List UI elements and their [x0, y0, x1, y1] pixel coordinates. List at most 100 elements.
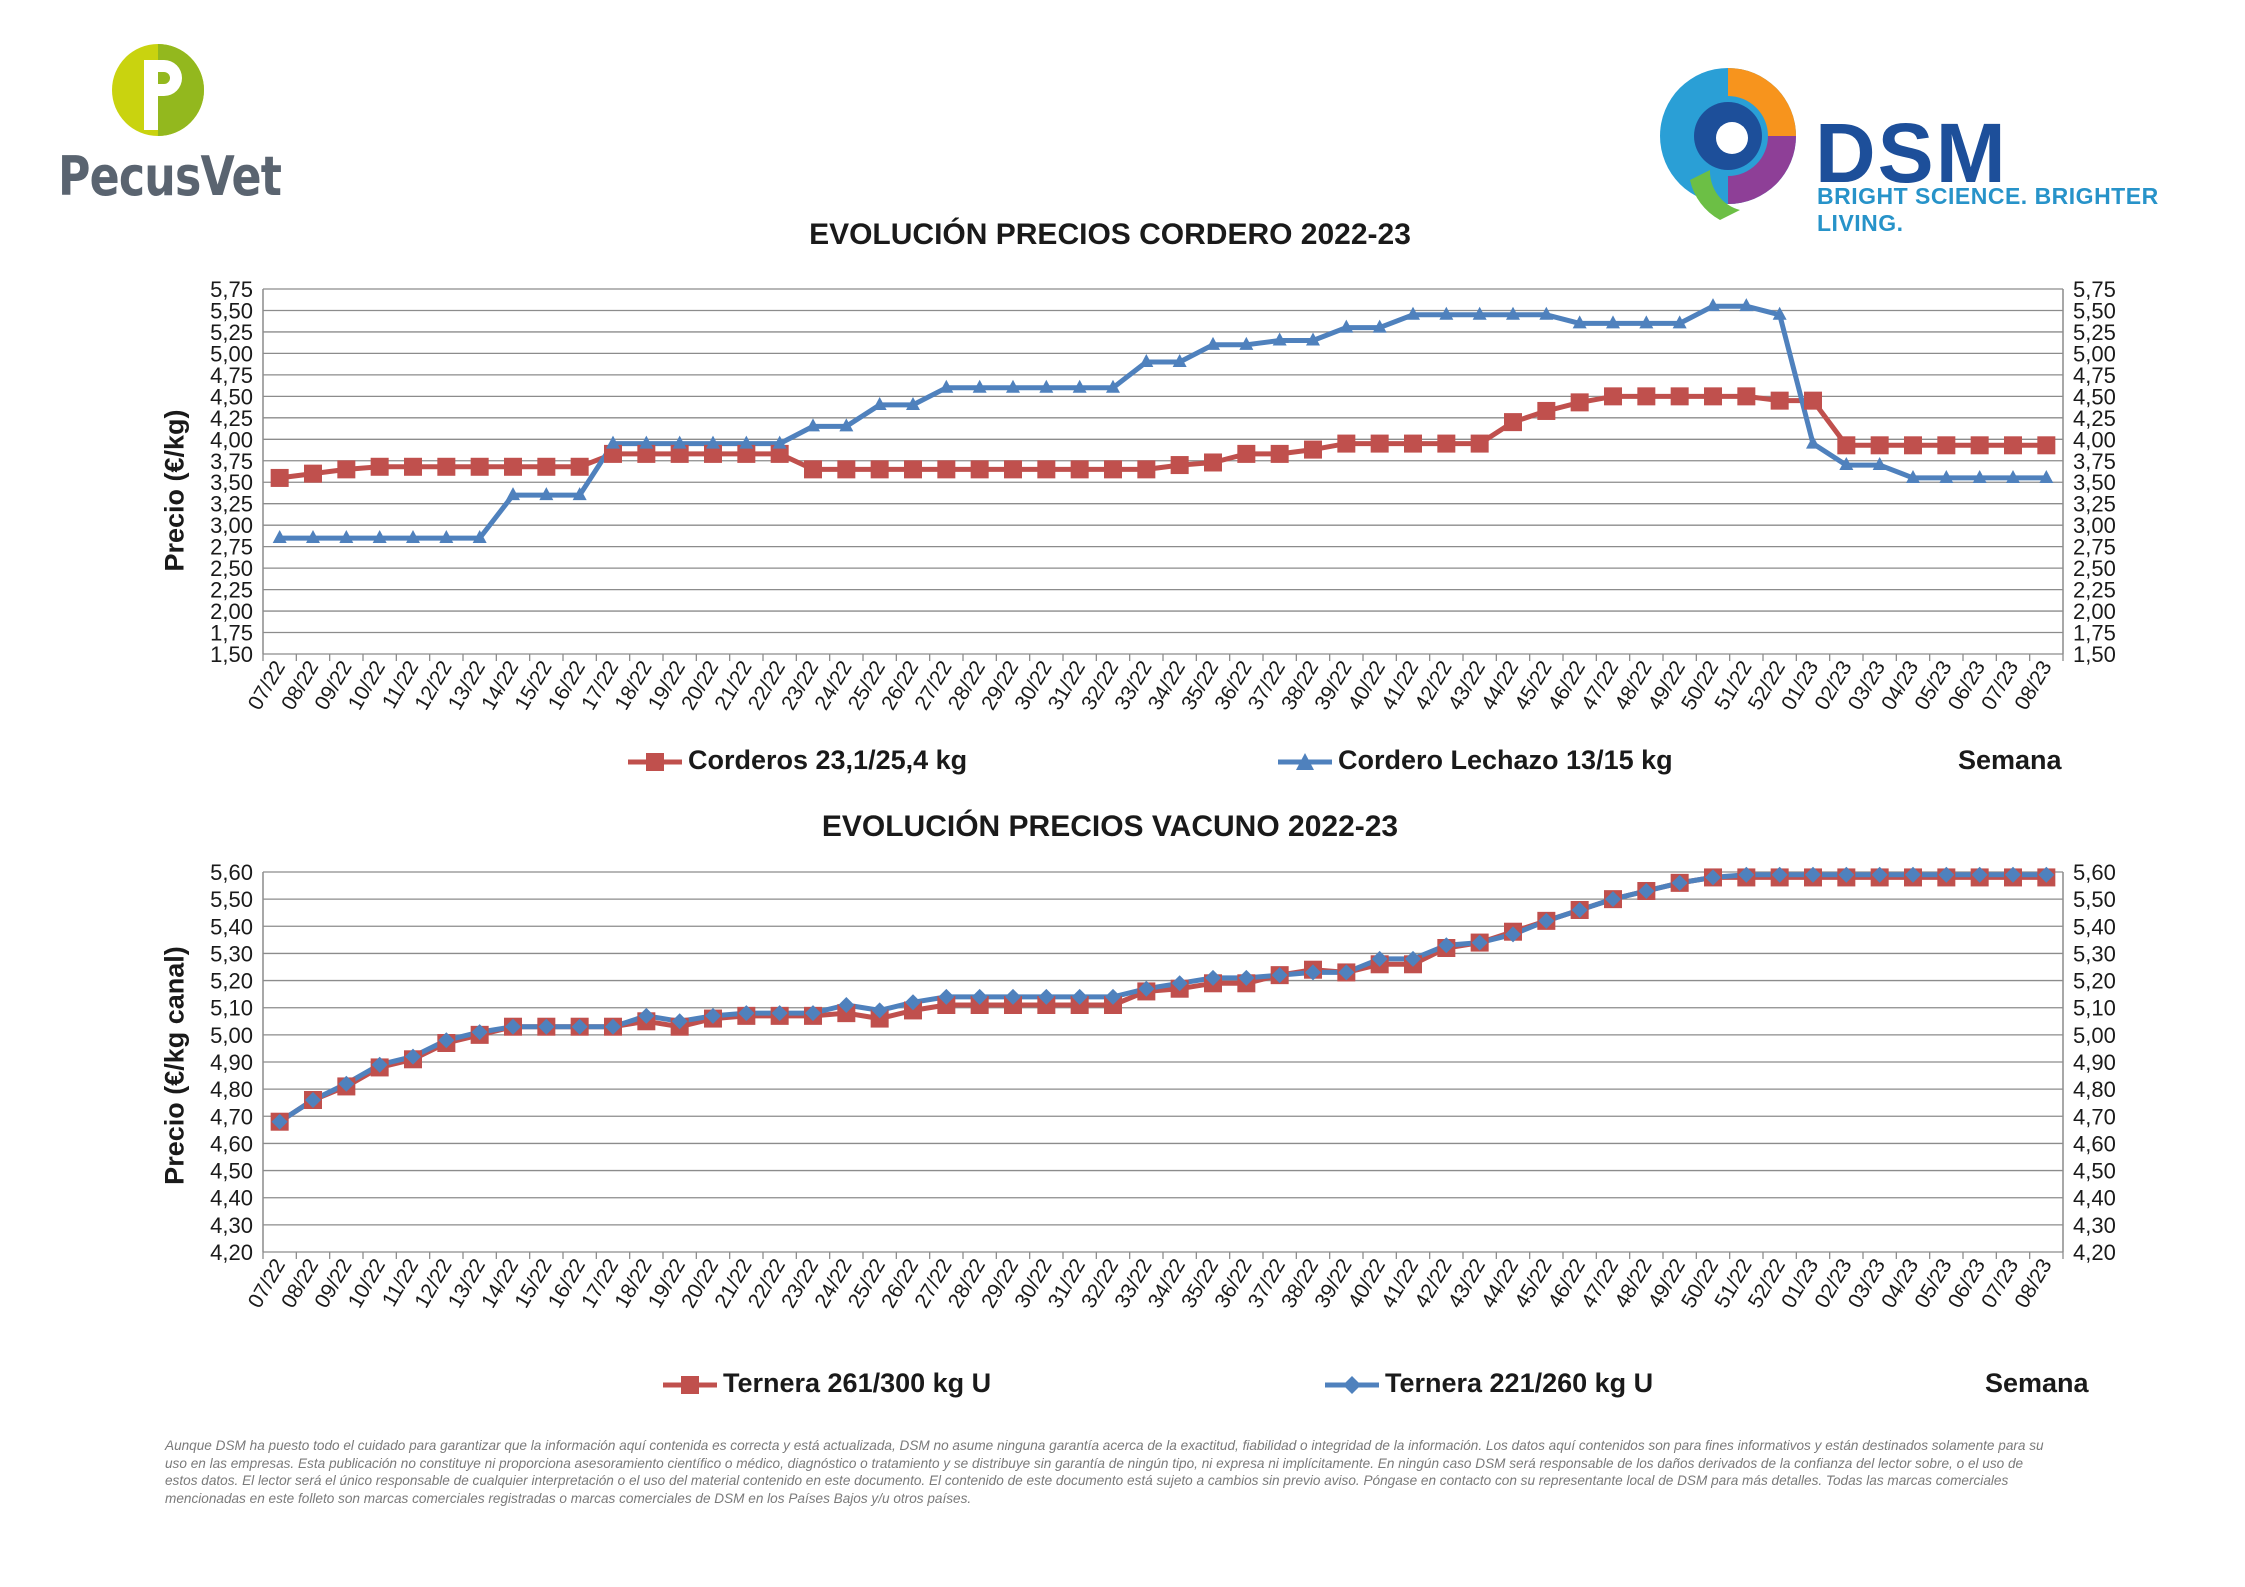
y-tick-label-right: 3,50	[2073, 470, 2116, 495]
y-tick-label-left: 1,50	[210, 642, 253, 667]
data-point	[1937, 436, 1956, 455]
data-point	[337, 460, 356, 479]
legend-label-ternera-261: Ternera 261/300 kg U	[723, 1368, 992, 1398]
y-tick-label-left: 4,20	[210, 1240, 253, 1265]
data-point	[1771, 866, 1788, 883]
y-tick-label-right: 2,75	[2073, 535, 2116, 560]
data-point	[1570, 393, 1589, 412]
data-point	[604, 444, 622, 463]
data-point	[1037, 996, 1056, 1014]
y-tick-label-right: 4,30	[2073, 1213, 2116, 1238]
data-point	[1737, 387, 1756, 406]
y-tick-label-left: 2,25	[210, 578, 253, 603]
y-tick-label-right: 5,00	[2073, 1023, 2116, 1048]
data-point	[1405, 950, 1421, 967]
data-point	[672, 435, 687, 449]
data-point	[371, 1056, 388, 1073]
data-point	[838, 997, 855, 1013]
x-axis-label-cordero: Semana	[1958, 745, 2062, 775]
y-tick-label-right: 4,20	[2073, 1240, 2116, 1265]
y-tick-label-right: 4,75	[2073, 363, 2116, 388]
data-point	[1239, 336, 1254, 350]
data-point	[839, 418, 854, 432]
data-point	[837, 1004, 856, 1023]
data-point	[472, 530, 487, 544]
data-point	[1306, 332, 1320, 346]
data-point	[1671, 874, 1688, 891]
data-point	[1370, 434, 1389, 453]
data-point	[1438, 937, 1455, 954]
y-tick-label-left: 5,50	[210, 887, 253, 912]
data-point	[1905, 866, 1921, 883]
y-tick-label-right: 5,10	[2073, 996, 2116, 1021]
data-point	[2005, 866, 2021, 883]
y-tick-label-left: 3,25	[210, 492, 253, 517]
data-point	[837, 460, 856, 479]
data-point	[1339, 319, 1354, 333]
data-point	[1605, 891, 1621, 908]
data-point	[405, 1048, 421, 1065]
data-point	[972, 379, 987, 393]
data-point	[937, 460, 956, 479]
data-point	[1139, 354, 1154, 367]
data-point	[1572, 315, 1587, 329]
data-point	[1704, 387, 1722, 406]
data-point	[1237, 444, 1256, 463]
data-point	[1638, 883, 1655, 899]
data-point	[1039, 379, 1054, 393]
data-point	[1338, 964, 1355, 981]
data-point	[1070, 460, 1089, 479]
data-point	[1371, 950, 1388, 967]
data-point	[1606, 315, 1620, 329]
data-point	[1739, 298, 1754, 312]
data-point	[705, 1007, 721, 1024]
disclaimer-text: Aunque DSM ha puesto todo el cuidado par…	[165, 1438, 2044, 1506]
data-point	[1906, 469, 1920, 483]
data-point	[1738, 866, 1755, 883]
data-point	[1806, 435, 1820, 449]
data-point	[1571, 902, 1588, 918]
data-point	[806, 418, 820, 432]
y-tick-label-left: 5,50	[210, 298, 253, 323]
series-line-1-0	[278, 874, 2047, 1124]
data-point	[537, 457, 556, 476]
legend-item-ternera-261: Ternera 261/300 kg U	[663, 1368, 991, 1399]
legend-item-corderos: Corderos 23,1/25,4 kg	[628, 745, 967, 776]
data-point	[2037, 436, 2056, 455]
dsm-logo-orange	[1728, 68, 1796, 136]
data-point	[1871, 866, 1888, 883]
y-tick-label-right: 2,00	[2073, 599, 2116, 624]
data-point	[1404, 434, 1422, 453]
y-tick-label-right: 3,25	[2073, 492, 2116, 517]
data-point	[939, 379, 954, 393]
data-point	[1706, 298, 1720, 312]
data-point	[372, 530, 387, 544]
data-point	[270, 468, 289, 487]
data-point	[1471, 934, 1488, 951]
data-point	[1172, 354, 1187, 367]
data-point	[904, 1001, 922, 1020]
data-point	[437, 457, 456, 476]
y-tick-label-left: 4,75	[210, 363, 253, 388]
data-point	[1206, 336, 1220, 350]
legend-label-lechazo: Cordero Lechazo 13/15 kg	[1338, 745, 1673, 775]
y-tick-label-right: 4,40	[2073, 1186, 2116, 1211]
data-point	[1406, 306, 1420, 320]
data-point	[1637, 387, 1656, 406]
legend-label-corderos: Corderos 23,1/25,4 kg	[688, 745, 968, 775]
legend-label-ternera-221: Ternera 221/260 kg U	[1385, 1368, 1654, 1398]
data-point	[1772, 306, 1787, 320]
series-line-1-1	[278, 872, 2047, 1124]
pecusvet-logo-stem	[144, 60, 158, 130]
y-tick-label-left: 3,75	[210, 449, 253, 474]
data-point	[1504, 413, 1522, 432]
y-tick-label-right: 5,25	[2073, 320, 2116, 345]
data-point	[1138, 980, 1155, 997]
y-tick-label-left: 5,10	[210, 996, 253, 1021]
data-point	[271, 1113, 288, 1130]
data-point	[637, 444, 656, 463]
data-point	[1938, 866, 1955, 883]
data-point	[1238, 969, 1255, 986]
dsm-logo	[1660, 68, 1796, 220]
data-point	[1038, 988, 1055, 1005]
